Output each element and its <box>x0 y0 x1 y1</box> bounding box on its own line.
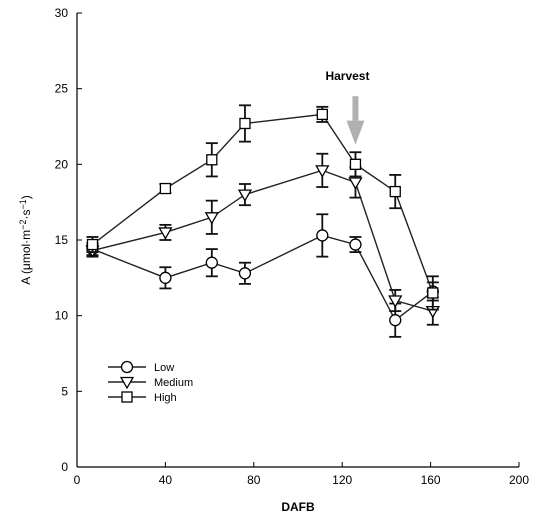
marker-square <box>316 108 328 121</box>
marker-square <box>389 185 401 198</box>
y-axis-label-mid: ·s <box>19 210 33 220</box>
marker-circle <box>120 360 134 374</box>
y-axis-label-exp2: −1 <box>18 199 28 209</box>
marker-triangle-down <box>348 177 363 190</box>
harvest-label: Harvest <box>325 69 369 83</box>
legend-label: Medium <box>154 377 193 389</box>
series-layer <box>85 104 440 338</box>
x-axis-label: DAFB <box>281 500 315 514</box>
legend-label: Low <box>154 362 174 374</box>
marker-square <box>206 154 218 166</box>
chart-axes <box>76 13 519 468</box>
marker-circle <box>349 238 362 251</box>
x-tick-label: 120 <box>332 473 352 487</box>
y-tick-label: 25 <box>55 82 69 96</box>
marker-triangle-down <box>119 376 135 390</box>
marker-circle <box>205 256 218 269</box>
x-tick-label: 80 <box>247 473 261 487</box>
series-line <box>92 113 434 294</box>
marker-square <box>86 238 99 251</box>
legend: Low Medium High <box>108 360 193 404</box>
series-medium <box>85 152 440 326</box>
x-tick-label: 40 <box>159 473 173 487</box>
series-low <box>86 213 439 338</box>
series-line <box>92 169 433 312</box>
marker-triangle-down <box>204 212 219 225</box>
y-tick-label: 20 <box>55 157 69 171</box>
marker-square <box>427 287 439 299</box>
y-tick-label: 15 <box>55 233 69 247</box>
marker-square <box>349 158 362 170</box>
y-axis-label-base: A (μmol·m <box>19 230 33 285</box>
marker-square <box>239 117 251 130</box>
marker-triangle-down <box>237 189 253 202</box>
y-tick-label: 10 <box>55 309 69 323</box>
marker-circle <box>316 229 329 242</box>
legend-item-high: High <box>108 391 177 404</box>
x-tick-label: 160 <box>421 473 441 487</box>
y-axis-label-exp1: −2 <box>18 220 28 230</box>
y-axis-label: A (μmol·m−2·s−1) <box>18 195 33 284</box>
x-ticks: 0 40 80 120 160 200 <box>74 462 529 487</box>
y-tick-label: 0 <box>61 460 68 474</box>
y-tick-label: 5 <box>61 384 68 398</box>
series-line <box>92 234 434 322</box>
x-tick-label: 200 <box>509 473 529 487</box>
harvest-arrow-shaft <box>352 96 359 121</box>
y-tick-label: 30 <box>55 6 69 20</box>
y-axis-label-end: ) <box>19 195 33 199</box>
series-high <box>86 104 439 311</box>
marker-circle <box>238 267 252 280</box>
legend-item-low: Low <box>108 360 174 374</box>
annotations: Harvest <box>325 69 369 145</box>
harvest-arrow-head <box>346 120 365 145</box>
y-ticks: 0 5 10 15 20 25 30 <box>55 6 82 474</box>
marker-triangle-down <box>158 227 173 240</box>
legend-label: High <box>154 392 177 404</box>
marker-circle <box>389 314 402 327</box>
x-tick-label: 0 <box>74 473 81 487</box>
marker-circle <box>159 271 172 284</box>
marker-square <box>159 182 172 195</box>
marker-triangle-down <box>315 165 330 178</box>
marker-square <box>121 391 133 403</box>
legend-item-medium: Medium <box>108 376 193 390</box>
marker-triangle-down <box>388 295 403 308</box>
